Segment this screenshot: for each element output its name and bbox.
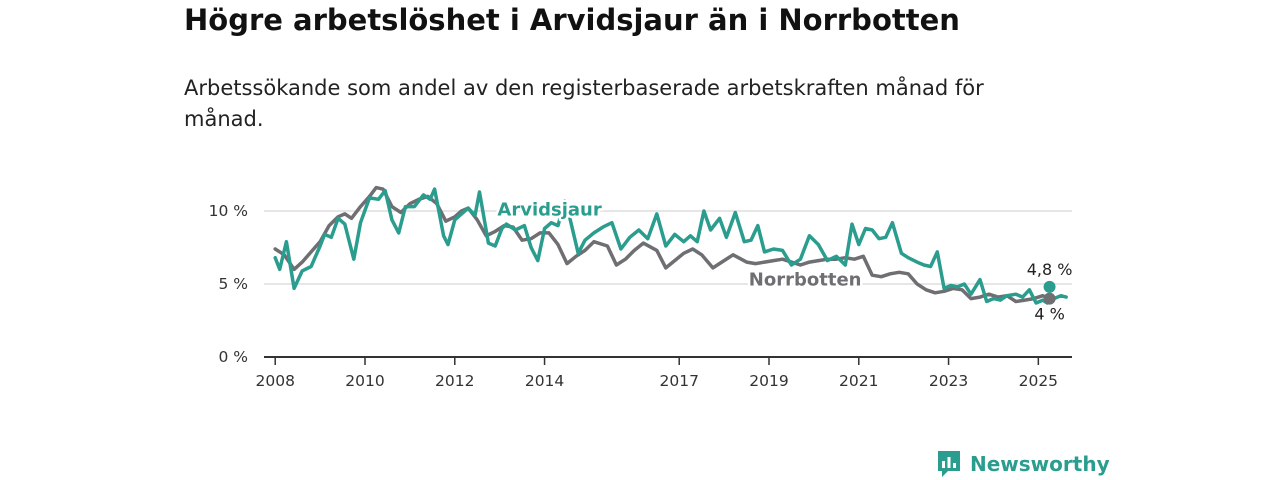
x-tick-label: 2012 — [435, 372, 474, 390]
series-label-arvidsjaur: Arvidsjaur — [497, 199, 601, 220]
newsworthy-logo-icon — [938, 451, 960, 477]
x-tick-label: 2008 — [255, 372, 294, 390]
series-line-norrbotten — [273, 185, 1052, 304]
series-line-arvidsjaur — [273, 187, 1068, 305]
x-tick-label: 2014 — [525, 372, 564, 390]
end-value-norrbotten: 4 % — [1034, 305, 1064, 324]
x-tick-label: 2023 — [929, 372, 968, 390]
chart-subtitle: Arbetssökande som andel av den registerb… — [184, 76, 984, 131]
y-tick-label: 0 % — [218, 348, 248, 366]
series-label-norrbotten: Norrbotten — [749, 269, 862, 290]
x-tick-label: 2025 — [1019, 372, 1058, 390]
end-marker-arvidsjaur — [1043, 280, 1056, 293]
brand-logo[interactable]: Newsworthy — [936, 448, 1110, 480]
x-tick-label: 2017 — [659, 372, 698, 390]
x-tick-label: 2021 — [839, 372, 878, 390]
end-value-arvidsjaur: 4,8 % — [1027, 260, 1073, 279]
x-tick-label: 2010 — [345, 372, 384, 390]
end-marker-norrbotten — [1043, 292, 1056, 305]
chart-title: Högre arbetslöshet i Arvidsjaur än i Nor… — [184, 3, 960, 37]
grid-layer — [264, 210, 1072, 285]
axis-layer: 0 % 5 % 10 % 2008 2010 2012 2014 2017 2019 2021 20… — [209, 202, 1072, 390]
y-tick-label: 10 % — [209, 202, 248, 220]
brand-name: Newsworthy — [970, 452, 1110, 476]
y-tick-label: 5 % — [218, 275, 248, 293]
label-layer: Norrbotten Arvidsjaur 4,8 % 4 % — [495, 197, 1075, 326]
series-layer — [273, 185, 1068, 305]
x-tick-label: 2019 — [749, 372, 788, 390]
